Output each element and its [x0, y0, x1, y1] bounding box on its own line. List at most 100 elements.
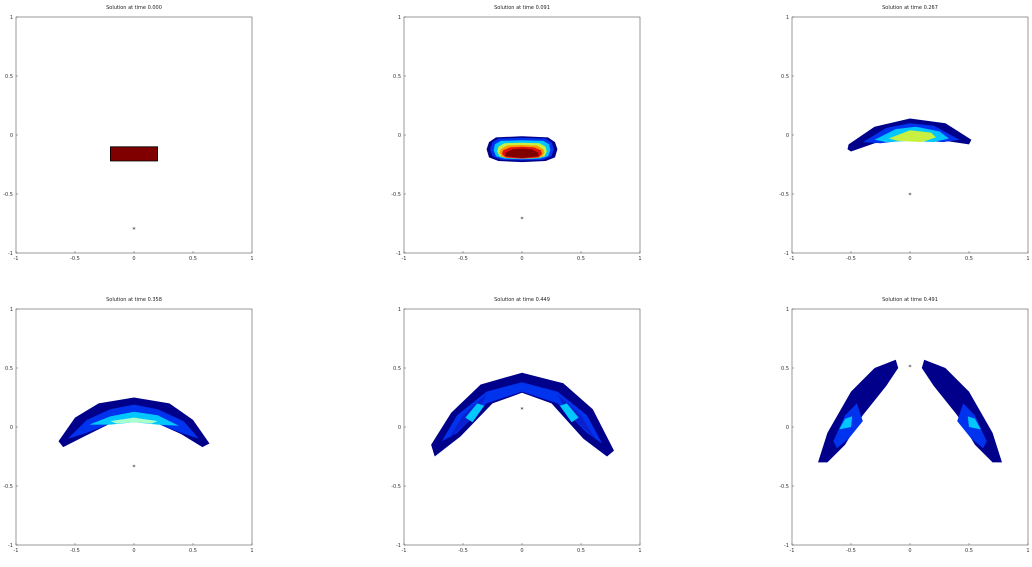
x-tick-label: 1: [1026, 548, 1029, 554]
y-tick-label: -0.5: [779, 192, 789, 198]
y-tick-label: -1: [8, 543, 13, 549]
marker-point: *: [133, 464, 136, 471]
contour-level: [110, 146, 159, 162]
y-tick-label: 0.5: [781, 366, 789, 372]
contour-level: [465, 403, 485, 423]
y-tick-label: -1: [784, 251, 789, 257]
x-tick-label: -0.5: [458, 548, 468, 554]
x-tick-label: 0: [908, 548, 911, 554]
x-tick-label: -1: [14, 548, 19, 554]
y-tick-label: 0.5: [393, 366, 401, 372]
marker-point: *: [909, 192, 912, 199]
x-tick-label: 1: [250, 256, 253, 262]
x-tick-label: -1: [402, 256, 407, 262]
plot-area: [15, 308, 253, 546]
y-tick-label: -0.5: [391, 192, 401, 198]
marker-point: *: [521, 216, 524, 223]
contour-level: [431, 372, 614, 457]
x-tick-label: 1: [1026, 256, 1029, 262]
chart-title: Solution at time 0.267: [882, 5, 938, 11]
x-tick-label: 0.5: [189, 548, 197, 554]
x-tick-label: 1: [638, 256, 641, 262]
plot-area: [403, 308, 641, 546]
x-tick-label: -0.5: [846, 548, 856, 554]
y-tick-label: -0.5: [779, 484, 789, 490]
x-tick-label: -1: [402, 548, 407, 554]
chart-title: Solution at time 0.091: [494, 5, 550, 11]
contour-level: [441, 382, 603, 444]
x-tick-label: -1: [14, 256, 19, 262]
subplot-svg: Solution at time 0.000 * -1 -0.5 0 0.5 1 1 0.5 0 -…: [3, 5, 253, 262]
contour-level: [58, 397, 210, 448]
x-tick-label: -0.5: [70, 548, 80, 554]
contour-level: [559, 403, 579, 423]
y-tick-label: 1: [786, 307, 789, 313]
plot-area: [791, 308, 1029, 546]
y-tick-label: 1: [10, 15, 13, 21]
contour-level: [505, 148, 539, 158]
y-tick-label: 0: [786, 425, 789, 431]
x-tick-label: -0.5: [846, 256, 856, 262]
x-tick-label: 1: [638, 548, 641, 554]
subplot: Solution at time 0.491 * -1 -0.5 0 0.5 1 1 0.5 0 -…: [776, 292, 1032, 567]
y-tick-label: 0.5: [781, 74, 789, 80]
subplot: Solution at time 0.449 * -1 -0.5 0 0.5 1 1 0.5 0 -…: [388, 292, 688, 567]
chart-title: Solution at time 0.491: [882, 297, 938, 303]
y-tick-label: 0.5: [5, 366, 13, 372]
subplot: Solution at time 0.091 * -1 -0.5 0 0.5 1 1 0.5 0 -…: [388, 0, 688, 275]
y-tick-label: 1: [398, 307, 401, 313]
y-tick-label: -0.5: [3, 192, 13, 198]
marker-point: *: [133, 226, 136, 233]
x-tick-label: 0.5: [577, 256, 585, 262]
y-tick-label: -1: [784, 543, 789, 549]
y-tick-label: -0.5: [391, 484, 401, 490]
x-tick-label: 0: [520, 256, 523, 262]
x-tick-label: 1: [250, 548, 253, 554]
subplot: Solution at time 0.358 * -1 -0.5 0 0.5 1 1 0.5 0 -…: [0, 292, 300, 567]
x-tick-label: 0.5: [965, 548, 973, 554]
y-tick-label: -1: [8, 251, 13, 257]
x-tick-label: 0: [908, 256, 911, 262]
contour-level: [967, 416, 981, 430]
x-tick-label: 0.5: [577, 548, 585, 554]
x-tick-label: 0.5: [965, 256, 973, 262]
chart-title: Solution at time 0.358: [106, 297, 162, 303]
marker-point: *: [909, 364, 912, 371]
y-tick-label: 0.5: [393, 74, 401, 80]
contour-level: [839, 416, 853, 430]
subplot-svg: Solution at time 0.091 * -1 -0.5 0 0.5 1 1 0.5 0 -…: [391, 5, 641, 262]
chart-title: Solution at time 0.000: [106, 5, 162, 11]
subplot: Solution at time 0.000 * -1 -0.5 0 0.5 1 1 0.5 0 -…: [0, 0, 300, 275]
x-tick-label: -0.5: [70, 256, 80, 262]
x-tick-label: -0.5: [458, 256, 468, 262]
y-tick-label: 0: [10, 425, 13, 431]
subplot-svg: Solution at time 0.449 * -1 -0.5 0 0.5 1 1 0.5 0 -…: [391, 297, 641, 554]
plot-area: [15, 16, 253, 254]
contour-level: [888, 130, 936, 143]
subplot: Solution at time 0.267 * -1 -0.5 0 0.5 1 1 0.5 0 -…: [776, 0, 1032, 275]
x-tick-label: 0: [132, 548, 135, 554]
y-tick-label: 1: [398, 15, 401, 21]
subplot-svg: Solution at time 0.358 * -1 -0.5 0 0.5 1 1 0.5 0 -…: [3, 297, 253, 554]
x-tick-label: -1: [790, 548, 795, 554]
y-tick-label: 1: [10, 307, 13, 313]
y-tick-label: 1: [786, 15, 789, 21]
contour-level: [67, 404, 199, 439]
y-tick-label: 0: [398, 425, 401, 431]
y-tick-label: 0: [398, 133, 401, 139]
y-tick-label: -0.5: [3, 484, 13, 490]
x-tick-label: 0: [132, 256, 135, 262]
y-tick-label: -1: [396, 543, 401, 549]
subplot-svg: Solution at time 0.267 * -1 -0.5 0 0.5 1 1 0.5 0 -…: [779, 5, 1029, 262]
marker-point: *: [521, 406, 524, 413]
chart-title: Solution at time 0.449: [494, 297, 550, 303]
contour-level: [110, 417, 158, 424]
x-tick-label: -1: [790, 256, 795, 262]
y-tick-label: -1: [396, 251, 401, 257]
y-tick-label: 0: [10, 133, 13, 139]
subplot-svg: Solution at time 0.491 * -1 -0.5 0 0.5 1 1 0.5 0 -…: [779, 297, 1029, 554]
x-tick-label: 0.5: [189, 256, 197, 262]
y-tick-label: 0: [786, 133, 789, 139]
x-tick-label: 0: [520, 548, 523, 554]
y-tick-label: 0.5: [5, 74, 13, 80]
